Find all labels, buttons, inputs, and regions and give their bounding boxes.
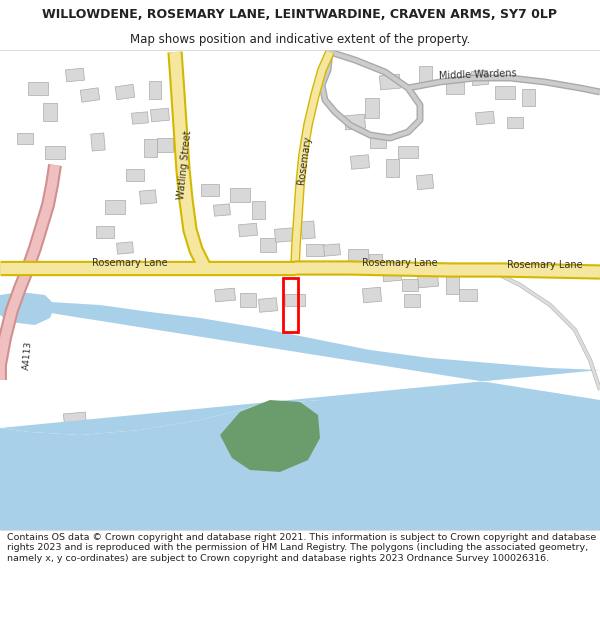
Polygon shape <box>0 302 600 435</box>
Bar <box>368 254 382 271</box>
Bar <box>214 204 230 216</box>
Bar <box>116 242 133 254</box>
Bar <box>17 132 33 144</box>
Bar <box>398 146 418 158</box>
Bar <box>350 155 370 169</box>
Bar <box>239 223 257 237</box>
Text: Map shows position and indicative extent of the property.: Map shows position and indicative extent… <box>130 32 470 46</box>
Bar <box>323 244 340 256</box>
Bar <box>251 201 265 219</box>
Bar <box>149 81 161 99</box>
Bar <box>495 86 515 99</box>
Polygon shape <box>0 400 600 530</box>
Bar <box>362 288 382 302</box>
Text: Rosemary Lane: Rosemary Lane <box>507 260 583 270</box>
Bar <box>230 188 250 202</box>
Bar <box>459 289 477 301</box>
Bar <box>80 88 100 103</box>
Bar <box>306 244 324 256</box>
Polygon shape <box>220 400 320 472</box>
Bar <box>259 298 278 312</box>
Bar <box>472 71 488 86</box>
Bar <box>126 169 144 181</box>
Bar <box>379 74 401 90</box>
Bar <box>45 146 65 159</box>
Bar <box>215 288 235 302</box>
Bar <box>418 272 439 288</box>
Bar <box>240 293 256 307</box>
Bar <box>32 455 52 469</box>
Bar <box>151 108 169 122</box>
Text: Watling Street: Watling Street <box>176 130 194 200</box>
Bar <box>365 98 379 118</box>
Bar <box>507 116 523 128</box>
Polygon shape <box>0 292 55 325</box>
Bar <box>274 228 296 242</box>
Bar <box>446 82 464 94</box>
Text: A4113: A4113 <box>22 340 34 370</box>
Bar <box>143 139 157 157</box>
Bar <box>419 66 431 84</box>
Bar <box>65 68 85 82</box>
Bar <box>404 294 420 306</box>
Text: Rosemary: Rosemary <box>296 135 313 185</box>
Text: Rosemary Lane: Rosemary Lane <box>92 258 168 268</box>
Bar <box>445 276 458 294</box>
Bar <box>105 200 125 214</box>
Bar <box>521 89 535 106</box>
Bar <box>348 249 368 261</box>
Bar <box>91 133 105 151</box>
Bar <box>43 103 57 121</box>
Bar <box>383 268 401 282</box>
Bar <box>44 439 60 451</box>
Bar <box>201 184 219 196</box>
Bar <box>386 159 398 177</box>
Bar <box>157 138 173 152</box>
Bar <box>64 412 86 428</box>
Bar <box>402 279 418 291</box>
Text: Middle Wardens: Middle Wardens <box>439 69 517 81</box>
Bar <box>476 111 494 125</box>
Bar <box>96 226 114 238</box>
Bar <box>139 190 157 204</box>
Bar <box>344 114 365 130</box>
Bar <box>131 112 148 124</box>
Bar <box>370 136 386 148</box>
Bar <box>285 294 305 306</box>
Text: WILLOWDENE, ROSEMARY LANE, LEINTWARDINE, CRAVEN ARMS, SY7 0LP: WILLOWDENE, ROSEMARY LANE, LEINTWARDINE,… <box>43 8 557 21</box>
Bar <box>416 174 434 189</box>
Bar <box>301 221 315 239</box>
Bar <box>283 278 298 332</box>
Bar <box>115 84 135 100</box>
Bar <box>28 81 48 94</box>
Text: Rosemary Lane: Rosemary Lane <box>362 258 438 268</box>
Bar <box>260 238 276 252</box>
Text: Contains OS data © Crown copyright and database right 2021. This information is : Contains OS data © Crown copyright and d… <box>7 533 596 562</box>
